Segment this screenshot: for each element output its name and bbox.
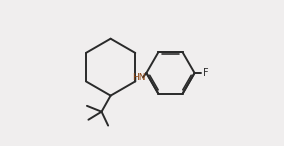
Text: HN: HN — [132, 73, 145, 82]
Text: F: F — [202, 68, 208, 78]
